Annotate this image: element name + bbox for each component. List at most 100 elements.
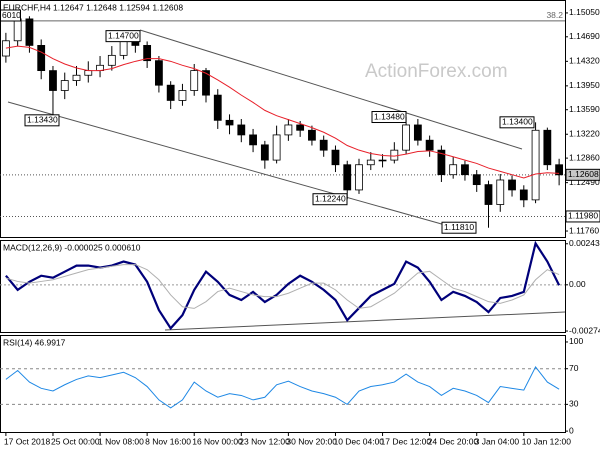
y-tick-label: 1.15050 — [569, 7, 600, 17]
y-tick-label: 1.12860 — [569, 152, 600, 162]
candle-body — [37, 45, 46, 72]
x-tick-label: 10 Jan 12:00 — [522, 436, 571, 446]
candle-body — [213, 94, 222, 121]
series-line — [5, 45, 560, 179]
candle-body — [284, 124, 293, 136]
y-tick-label: 1.14690 — [569, 31, 600, 41]
candle-body — [331, 149, 340, 166]
candle-body — [202, 70, 210, 96]
candle-body — [366, 159, 375, 166]
candle-body — [143, 45, 152, 62]
x-tick-label: 24 Dec 20:00 — [428, 436, 479, 446]
candle-body — [425, 139, 434, 151]
x-tick-label: 16 Nov 00:00 — [192, 436, 243, 446]
candle-body — [178, 90, 187, 101]
price-box-label: 1.11980 — [568, 211, 598, 221]
candle-body — [72, 74, 81, 81]
y-tick-label: 0.00 — [569, 279, 586, 289]
candle-body — [555, 164, 564, 176]
fib-label: 38.2 — [546, 10, 563, 20]
y-tick-label: 0.002436 — [569, 238, 600, 248]
candle-body — [190, 70, 199, 91]
x-tick-label: 10 Dec 04:00 — [333, 436, 384, 446]
candle-body — [237, 124, 246, 136]
y-tick-label: 1.11760 — [569, 225, 599, 235]
candle-body — [119, 40, 128, 56]
clipped-label: 6010 — [2, 10, 21, 20]
annotation-label: 1.13430 — [27, 115, 58, 125]
series-line — [5, 366, 560, 409]
x-tick-label: 23 Nov 12:00 — [239, 436, 290, 446]
channel-lower — [7, 101, 471, 233]
candle-body — [308, 129, 316, 141]
price-box — [565, 210, 600, 223]
y-tick-label: -0.002742 — [569, 325, 600, 335]
annotation-box — [312, 193, 348, 206]
y-tick-label: 1.12490 — [569, 177, 600, 187]
annotation-box — [499, 116, 535, 129]
candle-body — [390, 149, 399, 161]
x-tick-label: 1 Nov 08:00 — [98, 436, 144, 446]
x-tick-label: 30 Nov 20:00 — [286, 436, 337, 446]
annotation-label: 1.14700 — [108, 30, 139, 40]
price-box — [565, 168, 600, 181]
candle-body — [25, 18, 34, 46]
y-tick-label: 1.13220 — [569, 128, 600, 138]
candle-body — [543, 129, 552, 166]
annotation-label: 1.11810 — [444, 222, 474, 232]
candle-body — [531, 129, 540, 201]
y-tick-label: 70 — [569, 363, 579, 373]
annotation-box — [105, 30, 141, 43]
y-tick-label: 1.13950 — [569, 80, 600, 90]
panel-title: MACD(12,26,9) -0.000025 0.000610 — [3, 242, 141, 252]
candle-body — [355, 164, 363, 191]
price-box-label: 1.12608 — [568, 169, 599, 179]
candle-body — [225, 119, 234, 126]
channel-upper — [139, 29, 523, 150]
clipped-box — [0, 9, 21, 22]
x-tick-label: 3 Jan 04:00 — [475, 436, 520, 446]
candle-body — [84, 70, 93, 76]
candle-body — [260, 144, 269, 161]
candle-body — [519, 189, 528, 201]
candle-body — [343, 164, 352, 191]
candle-body — [449, 164, 458, 176]
panel-title: RSI(14) 46.9917 — [3, 337, 66, 347]
candle-body — [13, 18, 22, 42]
candle-body — [1, 40, 10, 57]
candle-body — [249, 134, 257, 146]
candle-body — [319, 139, 328, 151]
macd-trendline — [164, 311, 566, 331]
panel-title: EURCHF,H4 1.12647 1.12648 1.12594 1.1260… — [3, 2, 183, 12]
candle-body — [49, 70, 57, 91]
candle-body — [378, 159, 387, 162]
candle-body — [472, 174, 481, 186]
candle-body — [60, 80, 69, 91]
candle-body — [296, 124, 305, 131]
candle-body — [461, 164, 469, 176]
series-line — [5, 240, 561, 331]
y-tick-label: 100 — [569, 336, 583, 346]
macd-panel — [0, 240, 566, 333]
annotation-box — [24, 114, 60, 127]
candle-body — [508, 179, 516, 191]
annotation-label: 1.13400 — [502, 117, 533, 127]
price-panel — [0, 0, 566, 238]
annotation-box — [441, 221, 477, 234]
x-tick-label: 25 Oct 00:00 — [51, 436, 100, 446]
candle-body — [496, 179, 505, 205]
annotation-label: 1.12240 — [315, 193, 346, 203]
candle-body — [155, 60, 163, 86]
series-line — [5, 264, 560, 309]
candle-body — [272, 134, 281, 161]
x-tick-label: 8 Nov 16:00 — [145, 436, 191, 446]
candle-body — [402, 124, 410, 151]
x-tick-label: 17 Oct 2018 — [4, 436, 51, 446]
annotation-box — [371, 111, 407, 124]
y-tick-label: 1.13590 — [569, 104, 600, 114]
candle-body — [484, 184, 493, 205]
candle-body — [437, 149, 446, 176]
y-tick-label: 1.14320 — [569, 56, 600, 66]
